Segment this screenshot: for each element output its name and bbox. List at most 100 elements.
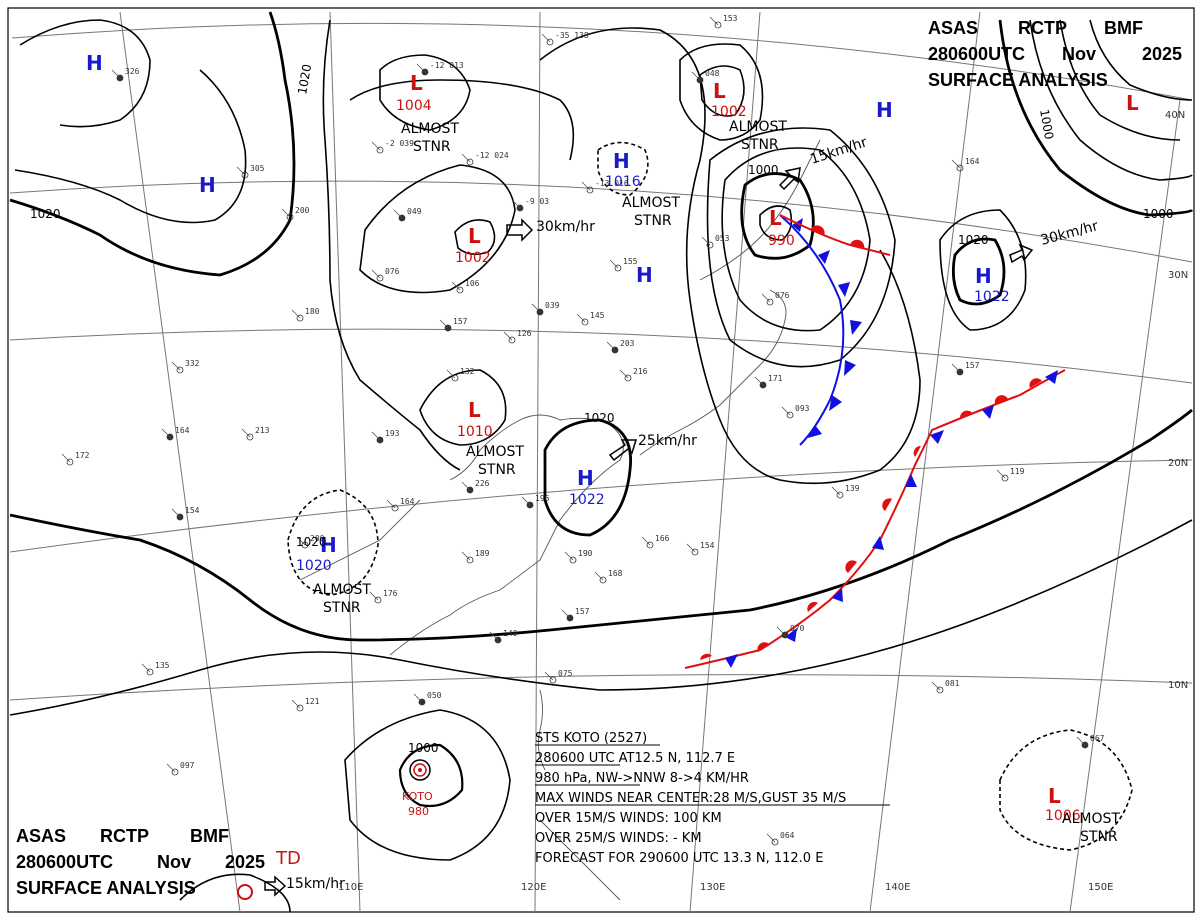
wind-barb-icon: [461, 551, 471, 561]
coastline-japan: [699, 139, 821, 281]
station-value: 075: [558, 669, 573, 678]
typhoon-info-line-5: OVER 15M/S WINDS: 100 KM: [535, 811, 722, 826]
low-value-1002-west: 1002: [455, 250, 491, 266]
typhoon-name-label: KOTO: [402, 790, 433, 803]
isobar-low-1002-b: [699, 65, 745, 117]
high-value-1022: 1022: [569, 492, 605, 508]
station-value: 196: [535, 494, 550, 503]
header-top: ASAS RCTP BMF 280600UTC Nov 2025 SURFACE…: [928, 18, 1182, 90]
wind-barb-icon: [781, 406, 791, 416]
wind-barb-icon: [61, 453, 71, 463]
isobar-label-1: 1020: [30, 207, 61, 221]
isobar-low-1002-a: [359, 164, 516, 294]
wind-barb-icon: [561, 609, 571, 619]
wind-barb-icon: [371, 269, 381, 279]
station-plot: 193: [371, 429, 400, 444]
isobar-label-7: 1000: [408, 741, 439, 755]
station-plot: 172: [61, 451, 90, 466]
wind-barb-icon: [446, 369, 456, 379]
station-circle-icon: [66, 458, 74, 466]
isobar-low-1010: [419, 369, 507, 446]
wind-barb-icon: [141, 663, 151, 673]
warm-front-990: [779, 214, 891, 256]
station-plot: 048: [691, 69, 720, 84]
station-value: 332: [185, 359, 200, 368]
wind-barb-icon: [831, 486, 841, 496]
wind-barb-icon: [369, 591, 379, 601]
station-circle-icon: [936, 686, 944, 694]
wind-barb-icon: [641, 536, 651, 546]
station-plot: 154: [686, 541, 715, 556]
station-plot: 226: [461, 479, 490, 494]
isobar-typhoon-1000: [398, 743, 464, 808]
typhoon-info-line-4: MAX WINDS NEAR CENTER:28 M/S,GUST 35 M/S: [535, 791, 846, 806]
station-plot: 176: [369, 589, 398, 604]
station-value: 106: [465, 279, 480, 288]
station-plot: 075: [544, 669, 573, 684]
motion-arrow-td: [264, 875, 287, 897]
header-top-center: RCTP: [1018, 18, 1067, 38]
typhoon-symbol: [409, 759, 431, 781]
almost-label-2: ALMOST: [622, 195, 680, 211]
station-value: 053: [715, 234, 730, 243]
station-value: 213: [255, 426, 270, 435]
station-value: -2 039: [385, 139, 414, 148]
wind-barb-icon: [766, 833, 776, 843]
station-circle-icon: [706, 241, 714, 249]
wind-barb-icon: [996, 469, 1006, 479]
station-value: 189: [475, 549, 490, 558]
high-center-1020: H: [320, 533, 337, 557]
station-value: 172: [75, 451, 90, 460]
station-circle-icon: [376, 146, 384, 154]
wind-barb-icon: [241, 428, 251, 438]
station-plot: -2 039: [371, 139, 414, 154]
low-value-1002-east: 1002: [711, 104, 747, 120]
station-value: -12 024: [475, 151, 509, 160]
low-value-1004: 1004: [396, 98, 432, 114]
station-value: 139: [845, 484, 860, 493]
wind-barb-icon: [296, 536, 306, 546]
station-circle-icon: [599, 576, 607, 584]
station-circle-icon: [766, 298, 774, 306]
station-circle-icon: [714, 21, 722, 29]
isobar-high-1022-east-outer: [939, 209, 1027, 331]
header-bottom-time: 280600UTC: [16, 852, 113, 872]
station-plot: 216: [619, 367, 648, 382]
high-center-1022-east: H: [975, 264, 992, 288]
isobar-northeast-2: [1029, 19, 1193, 181]
station-value: 039: [545, 301, 560, 310]
station-value: -35 138: [555, 31, 589, 40]
coastlines: [299, 139, 821, 901]
wind-barb-icon: [521, 496, 531, 506]
stationary-front-cold-barbs: [725, 370, 1058, 668]
station-plot: 119: [996, 467, 1025, 482]
station-circle-icon: [569, 556, 577, 564]
wind-barb-icon: [564, 551, 574, 561]
station-plot: 135: [141, 661, 170, 676]
lat-label-10n: 10N: [1168, 680, 1188, 691]
station-value: 126: [517, 329, 532, 338]
wind-barb-icon: [606, 341, 616, 351]
td-center-icon: [237, 884, 253, 900]
motion-arrows: [264, 167, 1034, 897]
motion-arrow-990: [778, 167, 801, 191]
station-plot: 106: [451, 279, 480, 294]
isobar-low-1002-b-outer: [679, 43, 764, 141]
station-circle-icon: [296, 704, 304, 712]
wind-barb-icon: [416, 63, 426, 73]
header-bottom: ASAS RCTP BMF 280600UTC Nov 2025 SURFACE…: [16, 826, 345, 898]
wind-barb-icon: [393, 209, 403, 219]
station-value: 050: [427, 691, 442, 700]
station-circle-icon: [146, 668, 154, 676]
station-plot: 132: [446, 367, 475, 382]
isobars: [9, 11, 1194, 913]
station-value: 164: [400, 497, 415, 506]
wind-barb-icon: [461, 481, 471, 491]
typhoon-eye: [418, 768, 422, 772]
station-value: 305: [250, 164, 265, 173]
isobar-low-1004: [379, 54, 471, 131]
wind-barb-icon: [594, 571, 604, 581]
lon-line-130: [689, 11, 761, 913]
station-value: 140: [503, 629, 518, 638]
station-circle-icon: [646, 541, 654, 549]
